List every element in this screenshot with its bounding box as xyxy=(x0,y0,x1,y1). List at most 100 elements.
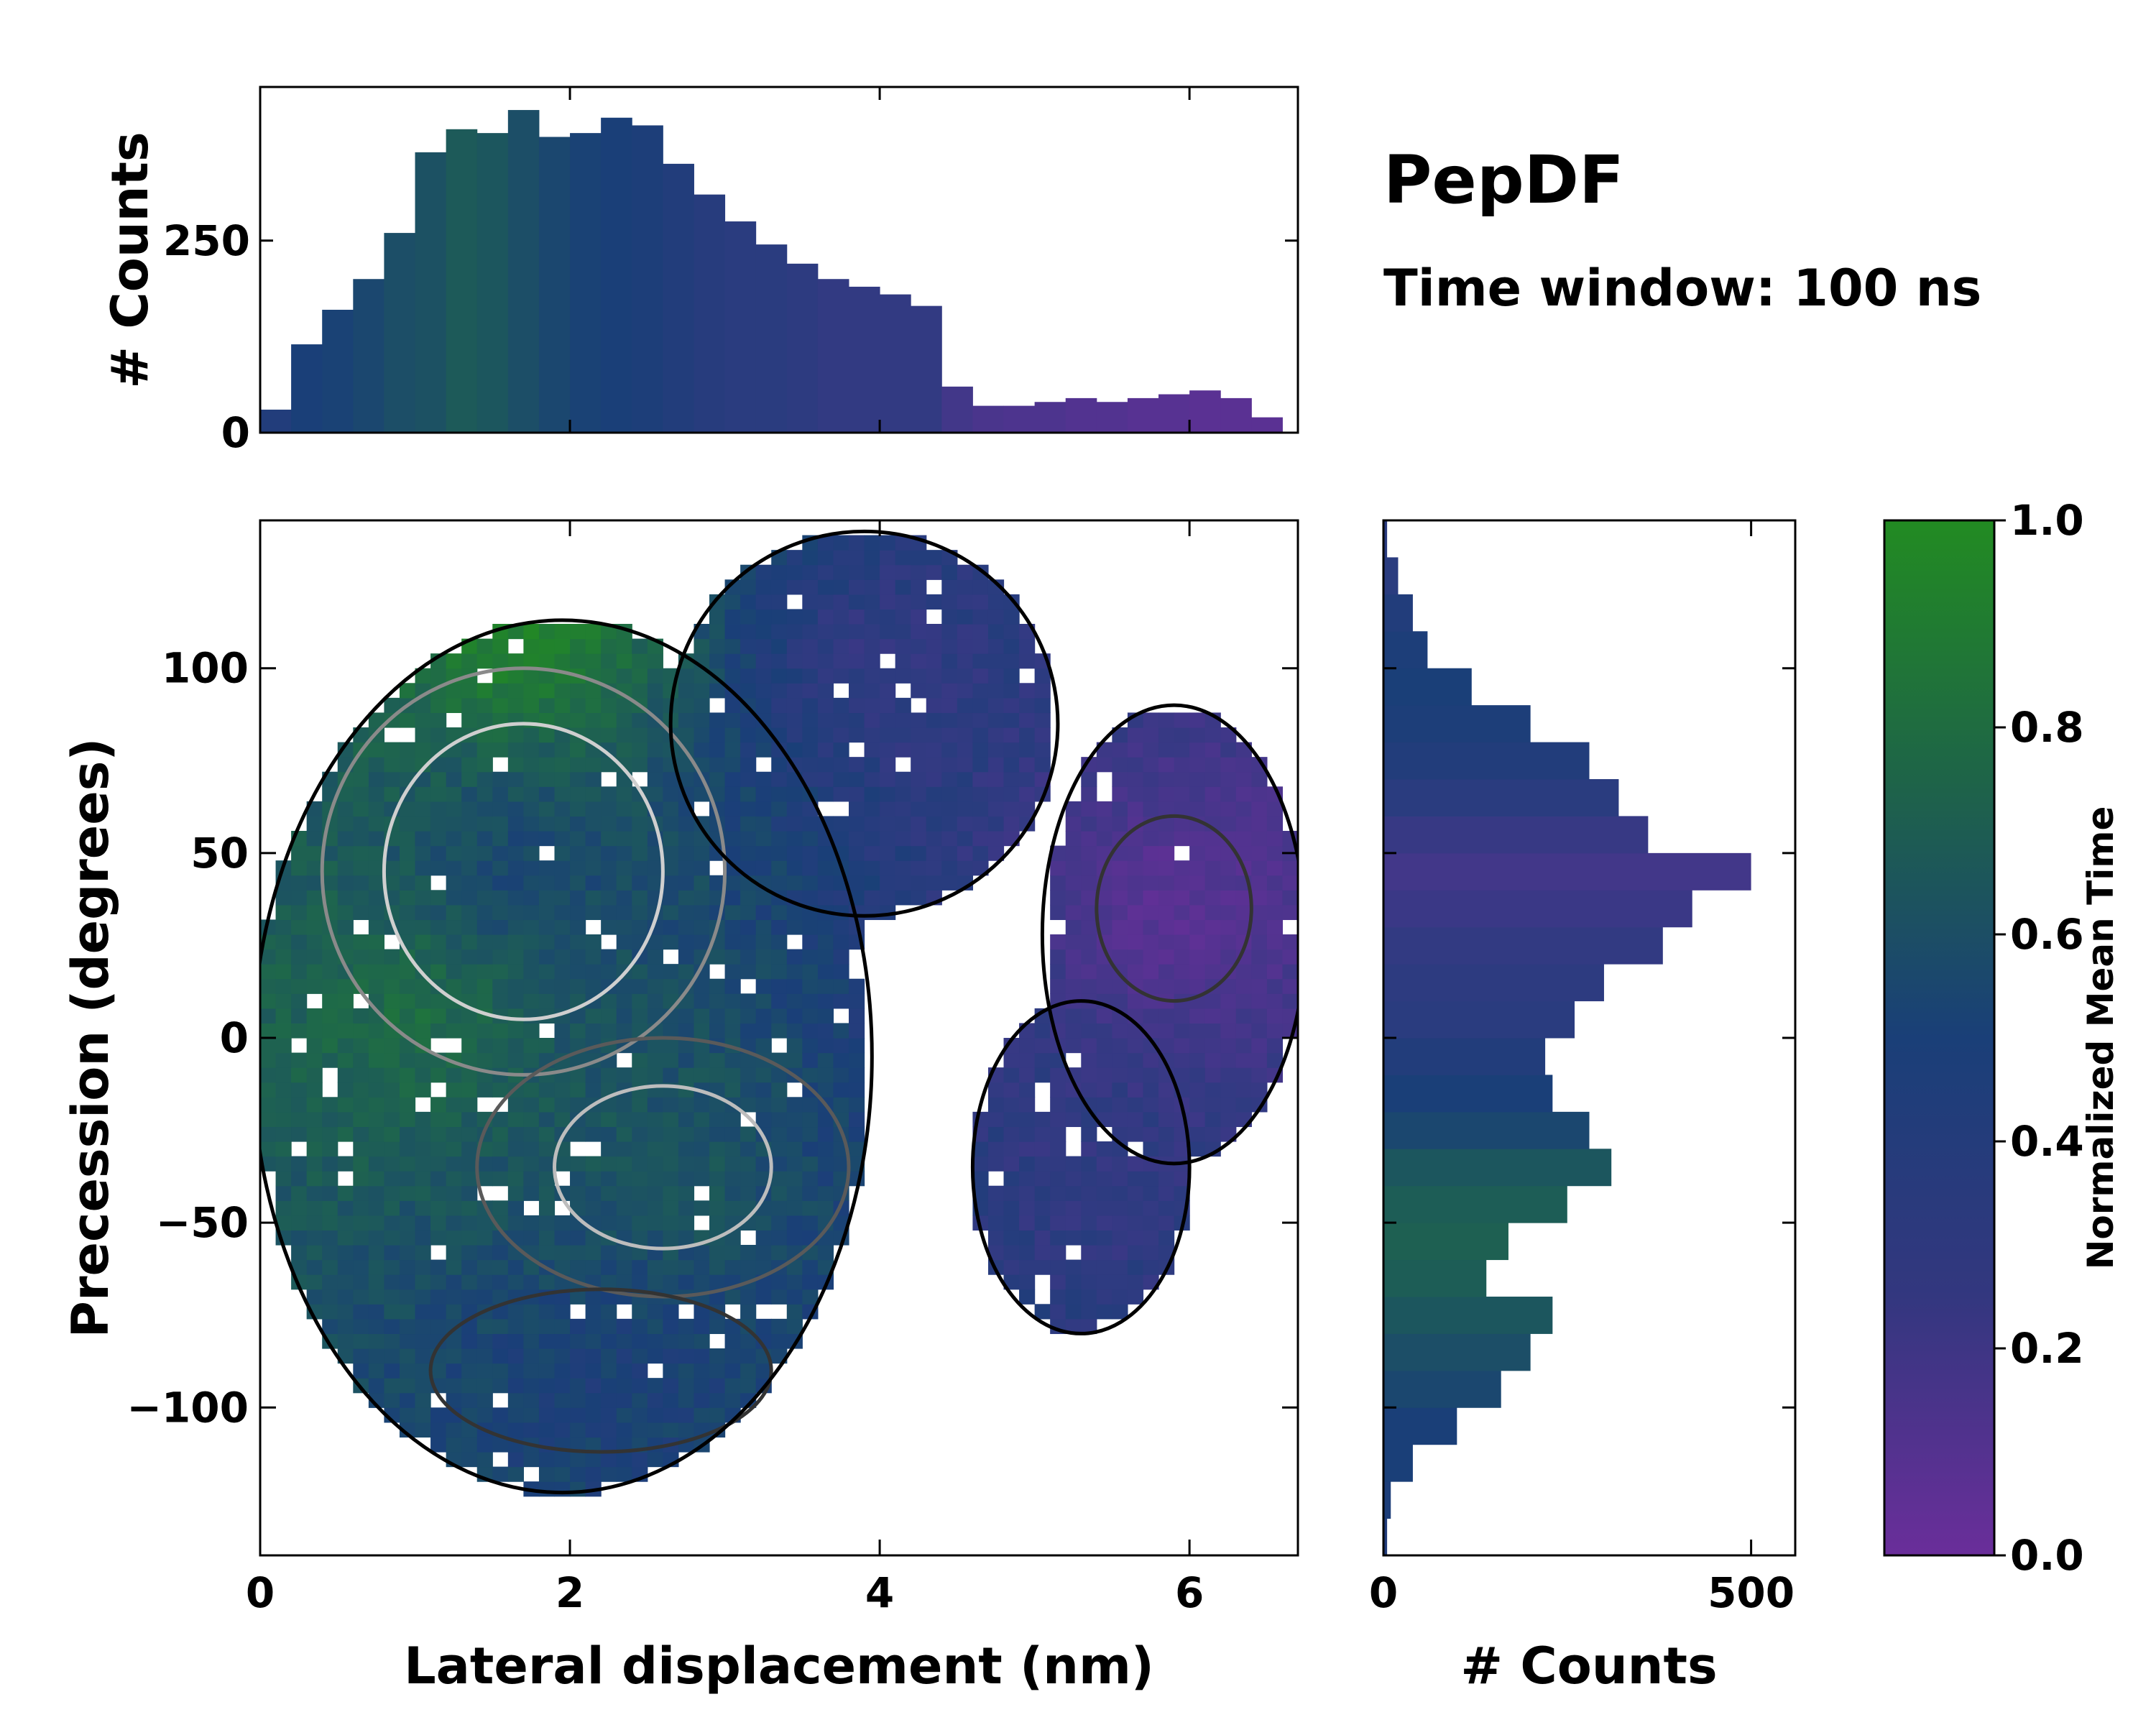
heatmap-cell xyxy=(554,875,571,891)
heatmap-cell xyxy=(709,1318,726,1335)
heatmap-cell xyxy=(523,1230,540,1246)
heatmap-cell xyxy=(911,816,927,832)
heatmap-cell xyxy=(538,683,556,699)
heatmap-cell xyxy=(848,609,865,625)
heatmap-cell xyxy=(476,1215,493,1231)
heatmap-cell xyxy=(1204,1067,1221,1083)
heatmap-cell xyxy=(616,890,632,906)
heatmap-cell xyxy=(1065,934,1082,950)
heatmap-cell xyxy=(987,771,1005,787)
heatmap-cell xyxy=(399,742,416,758)
heatmap-cell xyxy=(987,1200,1005,1216)
heatmap-cell xyxy=(678,1392,695,1408)
heatmap-cell xyxy=(926,831,942,847)
heatmap-cell xyxy=(476,1156,493,1172)
heatmap-cell xyxy=(817,949,834,965)
heatmap-cell xyxy=(678,1259,695,1275)
heatmap-cell xyxy=(570,1333,586,1349)
heatmap-cell xyxy=(399,1111,416,1128)
heatmap-cell xyxy=(353,1141,369,1157)
heatmap-cell xyxy=(895,860,911,876)
heatmap-cell xyxy=(740,1067,757,1083)
heatmap-cell xyxy=(1034,1230,1051,1246)
heatmap-cell xyxy=(616,993,632,1009)
heatmap-cell xyxy=(523,1363,540,1379)
heatmap-cell xyxy=(926,742,942,758)
heatmap-cell xyxy=(430,712,447,728)
heatmap-cell xyxy=(585,816,602,832)
heatmap-cell xyxy=(647,1333,663,1349)
heatmap-cell xyxy=(1065,816,1082,832)
heatmap-cell xyxy=(848,816,865,832)
heatmap-cell xyxy=(1127,845,1144,861)
heatmap-cell xyxy=(1174,964,1190,980)
heatmap-cell xyxy=(1096,1008,1112,1024)
heatmap-cell xyxy=(585,1082,602,1098)
heatmap-cell xyxy=(275,1156,292,1172)
heatmap-cell xyxy=(864,550,880,566)
heatmap-cell xyxy=(848,535,865,551)
heatmap-cell xyxy=(1081,1082,1097,1098)
heatmap-cell xyxy=(523,845,540,861)
heatmap-cell xyxy=(972,594,989,610)
right-histogram-bar xyxy=(1383,964,1604,1002)
heatmap-cell xyxy=(678,1126,695,1142)
heatmap-cell xyxy=(740,1245,757,1261)
heatmap-cell xyxy=(1112,1274,1128,1290)
heatmap-cell xyxy=(647,860,663,876)
heatmap-cell xyxy=(538,1141,556,1157)
heatmap-cell xyxy=(647,1274,663,1290)
heatmap-cell xyxy=(1174,757,1190,773)
heatmap-cell xyxy=(1220,1038,1237,1054)
heatmap-cell xyxy=(848,860,865,876)
heatmap-cell xyxy=(353,1333,369,1349)
heatmap-cell xyxy=(275,890,292,906)
top-histogram-bar xyxy=(663,163,694,433)
heatmap-cell xyxy=(275,1171,292,1187)
right-histogram-bar xyxy=(1383,1333,1531,1371)
heatmap-cell xyxy=(647,1452,663,1468)
heatmap-cell xyxy=(786,1215,803,1231)
heatmap-cell xyxy=(353,1289,369,1305)
heatmap-cell xyxy=(1189,890,1206,906)
heatmap-cell xyxy=(817,727,834,743)
heatmap-cell xyxy=(430,1141,447,1157)
heatmap-cell xyxy=(476,653,493,669)
heatmap-cell xyxy=(740,1082,757,1098)
heatmap-cell xyxy=(368,1363,385,1379)
heatmap-cell xyxy=(1158,964,1175,980)
heatmap-cell xyxy=(632,1200,648,1216)
heatmap-cell xyxy=(554,1363,571,1379)
heatmap-cell xyxy=(1081,1052,1097,1068)
heatmap-cell xyxy=(554,949,571,965)
heatmap-cell xyxy=(802,564,819,580)
heatmap-cell xyxy=(1266,860,1284,876)
heatmap-cell xyxy=(724,1052,741,1068)
heatmap-cell xyxy=(864,890,880,906)
heatmap-cell xyxy=(1019,697,1036,714)
heatmap-cell xyxy=(384,1067,400,1083)
heatmap-cell xyxy=(786,904,803,921)
heatmap-cell xyxy=(616,904,632,921)
heatmap-cell xyxy=(1220,860,1237,876)
heatmap-cell xyxy=(817,697,834,714)
heatmap-cell xyxy=(663,845,679,861)
heatmap-cell xyxy=(291,934,308,950)
heatmap-cell xyxy=(802,1052,819,1068)
heatmap-cell xyxy=(507,1259,524,1275)
heatmap-cell xyxy=(647,1230,663,1246)
top-histogram-bar xyxy=(755,244,788,433)
heatmap-cell xyxy=(554,919,571,935)
heatmap-cell xyxy=(1081,904,1097,921)
top-histogram-bar xyxy=(1096,402,1128,433)
heatmap-cell xyxy=(864,757,880,773)
heatmap-cell xyxy=(601,638,617,654)
heatmap-cell xyxy=(709,875,726,891)
heatmap-cell xyxy=(802,964,819,980)
heatmap-cell xyxy=(353,1038,369,1054)
heatmap-cell xyxy=(353,1348,369,1364)
heatmap-cell xyxy=(694,1407,710,1423)
heatmap-cell xyxy=(848,1126,865,1142)
heatmap-cell xyxy=(492,934,509,950)
heatmap-cell xyxy=(1034,1259,1051,1275)
